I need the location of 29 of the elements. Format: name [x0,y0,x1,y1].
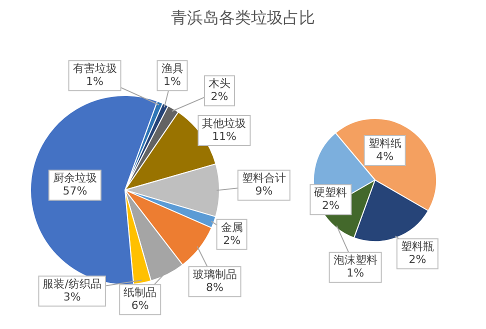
slice-label: 泡沫塑料 [333,254,378,267]
slice-label: 服装/纺织品 [42,277,102,290]
data-label: 6% [131,298,149,312]
data-label: 4% [376,150,394,163]
slice-label: 金属 [220,220,243,234]
data-label: 8% [206,281,224,294]
data-label: 1% [346,266,364,280]
slice-label: 木头 [208,77,230,90]
slice-label: 纸制品 [124,286,157,299]
data-label: 2% [408,253,426,266]
data-label: 57% [62,184,88,198]
slice-label: 厨余垃圾 [52,172,97,185]
chart-title: 青浜岛各类垃圾占比 [170,8,316,29]
data-label: 2% [223,234,241,247]
data-label: 2% [322,199,340,212]
slice-label: 塑料瓶 [400,240,434,254]
data-label: 3% [63,290,81,304]
data-label: 11% [212,130,236,143]
slice-label: 有害垃圾 [72,62,117,76]
data-label: 1% [164,75,181,88]
slice-label: 其他垃圾 [202,116,246,130]
slice-label: 塑料合计 [242,172,286,185]
slice-label: 硬塑料 [314,186,348,200]
slice-label: 玻璃制品 [192,268,237,282]
data-label: 2% [210,90,228,104]
slice-label: 塑料纸 [368,136,402,150]
data-label: 1% [86,75,104,88]
data-label: 9% [255,184,273,198]
slice-label: 渔具 [161,62,184,76]
